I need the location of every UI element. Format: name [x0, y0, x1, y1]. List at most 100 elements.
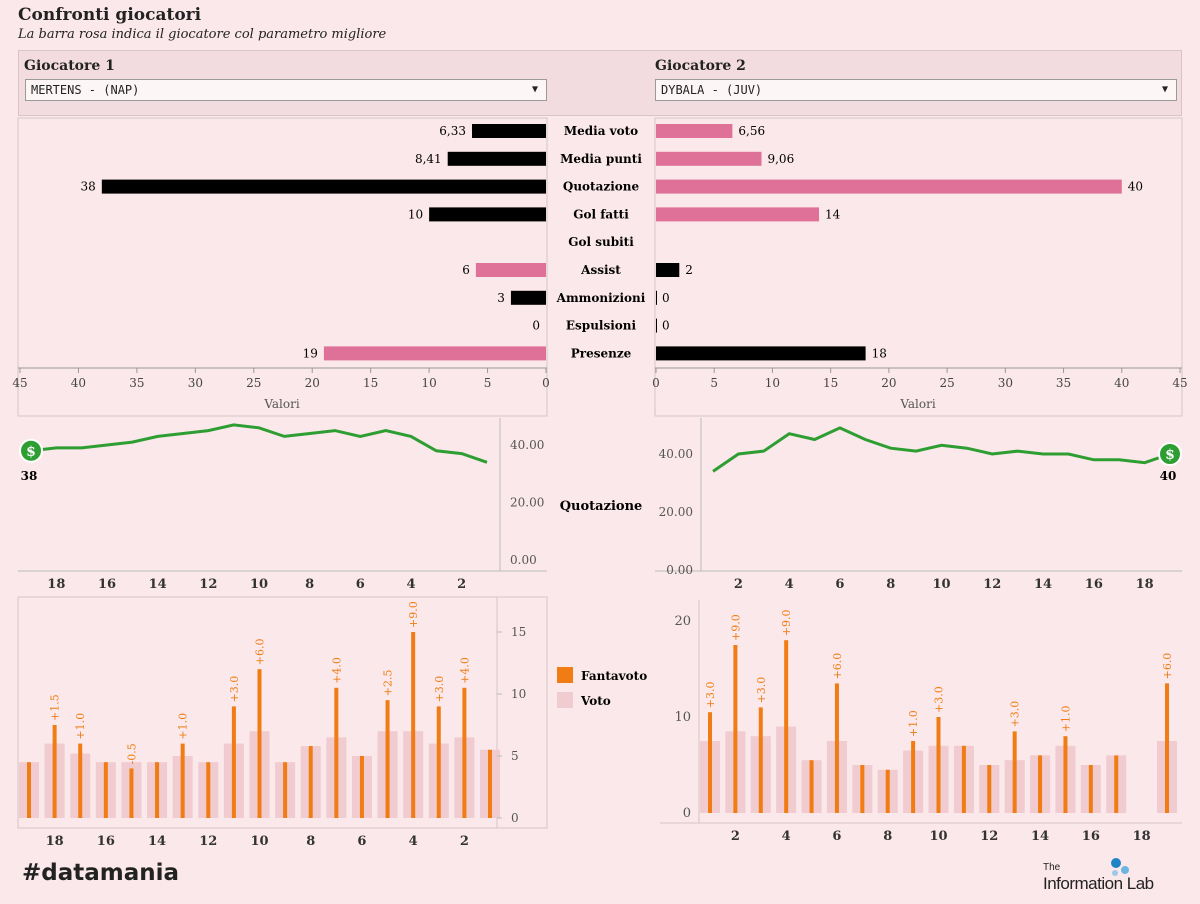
line-center-label: Quotazione: [560, 499, 643, 514]
category-label: Presenze: [571, 346, 632, 360]
chevron-down-icon: ▼: [1161, 84, 1168, 95]
dollar-symbol: $: [1165, 447, 1175, 463]
player1-bonus-label: +1.0: [177, 713, 190, 740]
player1-fantavoto-bar: [436, 706, 441, 818]
player1-bar-label: 8,41: [415, 152, 442, 166]
line-left-x-tick: 12: [199, 577, 217, 592]
player1-select-value: MERTENS - (NAP): [31, 83, 140, 97]
player2-bar: [656, 124, 733, 138]
right-x-tick-label: 30: [998, 376, 1013, 390]
player1-bonus-label: +9.0: [407, 601, 420, 628]
line-right-y-tick: 20.00: [659, 505, 693, 519]
player1-fantavoto-bar: [283, 762, 288, 818]
legend-voto-label: Voto: [580, 694, 611, 708]
player1-quotazione-current: 38: [21, 469, 38, 483]
player1-fantavoto-bar: [52, 725, 57, 818]
player1-fantavoto-bar: [462, 687, 467, 818]
votes-left-x-tick: 6: [357, 834, 366, 849]
line-right-y-tick: 0.00: [666, 563, 693, 577]
player1-fantavoto-bar: [155, 762, 160, 818]
player1-bonus-label: +6.0: [254, 638, 267, 665]
player2-bonus-label: +9.0: [729, 614, 742, 641]
player1-bar: [429, 207, 546, 222]
line-right-x-tick: 2: [734, 577, 743, 592]
player1-fantavoto-bar: [334, 687, 339, 818]
line-left-y-tick: 20.00: [510, 496, 544, 510]
player2-bar-label: 0: [662, 319, 670, 333]
player1-bonus-label: +4.0: [458, 657, 471, 684]
left-x-tick-label: 25: [246, 376, 261, 390]
votes-left-y-tick: 10: [511, 687, 526, 701]
player1-bar-label: 6,33: [439, 124, 466, 138]
line-left-x-tick: 16: [98, 577, 116, 592]
line-left-x-tick: 8: [305, 577, 314, 592]
votes-right-x-tick: 10: [929, 829, 947, 844]
legend-fantavoto-swatch: [557, 667, 573, 683]
category-label: Ammonizioni: [556, 291, 646, 305]
player2-dollar-icon: [1158, 442, 1182, 466]
player2-fantavoto-bar: [936, 717, 941, 813]
player1-bar-label: 38: [81, 180, 96, 194]
right-x-tick-label: 15: [823, 376, 838, 390]
player2-label: Giocatore 2: [655, 58, 746, 74]
left-x-tick-label: 30: [188, 376, 203, 390]
votes-left-x-tick: 12: [199, 834, 217, 849]
player2-bar: [656, 151, 762, 166]
player2-fantavoto-bar: [733, 645, 738, 813]
player1-fantavoto-bar: [78, 743, 83, 818]
player2-select[interactable]: DYBALA - (JUV) ▼: [655, 79, 1177, 101]
line-right-y-tick: 40.00: [659, 447, 693, 461]
left-x-tick-label: 15: [363, 376, 378, 390]
player2-fantavoto-bar: [758, 707, 763, 813]
player2-bonus-label: +9.0: [780, 609, 793, 636]
player2-bar: [656, 263, 680, 277]
votes-left-x-tick: 4: [409, 834, 418, 849]
votes-left-y-tick: 15: [511, 625, 526, 639]
player2-bonus-label: +3.0: [933, 686, 946, 713]
line-left-x-tick: 18: [47, 577, 65, 592]
line-right-x-tick: 16: [1085, 577, 1103, 592]
line-left-y-tick: 40.00: [510, 438, 544, 452]
line-right-x-tick: 14: [1034, 577, 1052, 592]
votes-left-x-tick: 2: [460, 834, 469, 849]
player2-bar-label: 40: [1128, 180, 1143, 194]
right-x-tick-label: 5: [710, 376, 718, 390]
player1-bonus-label: +3.0: [433, 676, 446, 703]
votes-right-x-tick: 6: [832, 829, 841, 844]
votes-left-frame: [17, 596, 548, 829]
player2-fantavoto-bar: [1012, 731, 1017, 813]
player2-quotazione-line: [712, 426, 1171, 473]
votes-right-x-tick: 18: [1133, 829, 1151, 844]
player2-bonus-label: +3.0: [1009, 701, 1022, 728]
left-x-tick-label: 20: [305, 376, 320, 390]
player1-bar-label: 6: [462, 263, 470, 277]
player2-bonus-label: +1.0: [907, 710, 920, 737]
logo-dots-icon: [1111, 858, 1129, 876]
votes-right-x-tick: 16: [1082, 829, 1100, 844]
legend-voto-swatch: [557, 692, 573, 708]
player2-quotazione-current: 40: [1160, 469, 1177, 483]
votes-right-y-tick: 20: [674, 614, 691, 629]
line-right-x-tick: 10: [932, 577, 950, 592]
player1-bonus-label: +2.5: [382, 669, 395, 696]
player2-fantavoto-bar: [809, 760, 814, 813]
player1-bonus-label: +3.0: [228, 676, 241, 703]
player1-bonus-label: +4.0: [330, 657, 343, 684]
player1-bonus-label: +1.0: [74, 713, 87, 740]
player1-fantavoto-bar: [488, 749, 492, 818]
left-x-tick-label: 45: [12, 376, 27, 390]
player2-fantavoto-bar: [885, 769, 890, 813]
player-filters: Giocatore 1 MERTENS - (NAP) ▼ Giocatore …: [18, 50, 1182, 116]
player2-bar-label: 18: [872, 346, 887, 360]
player1-select[interactable]: MERTENS - (NAP) ▼: [25, 79, 547, 101]
right-x-tick-label: 20: [881, 376, 896, 390]
player2-fantavoto-bar: [1114, 755, 1119, 813]
player2-fantavoto-bar: [1165, 683, 1169, 813]
votes-right-y-tick: 10: [674, 710, 691, 725]
player2-bar-label: 6,56: [738, 124, 765, 138]
votes-left-x-tick: 16: [97, 834, 115, 849]
left-x-tick-label: 35: [129, 376, 144, 390]
chevron-down-icon: ▼: [531, 84, 538, 95]
left-x-tick-label: 5: [484, 376, 492, 390]
votes-right-x-tick: 2: [731, 829, 740, 844]
